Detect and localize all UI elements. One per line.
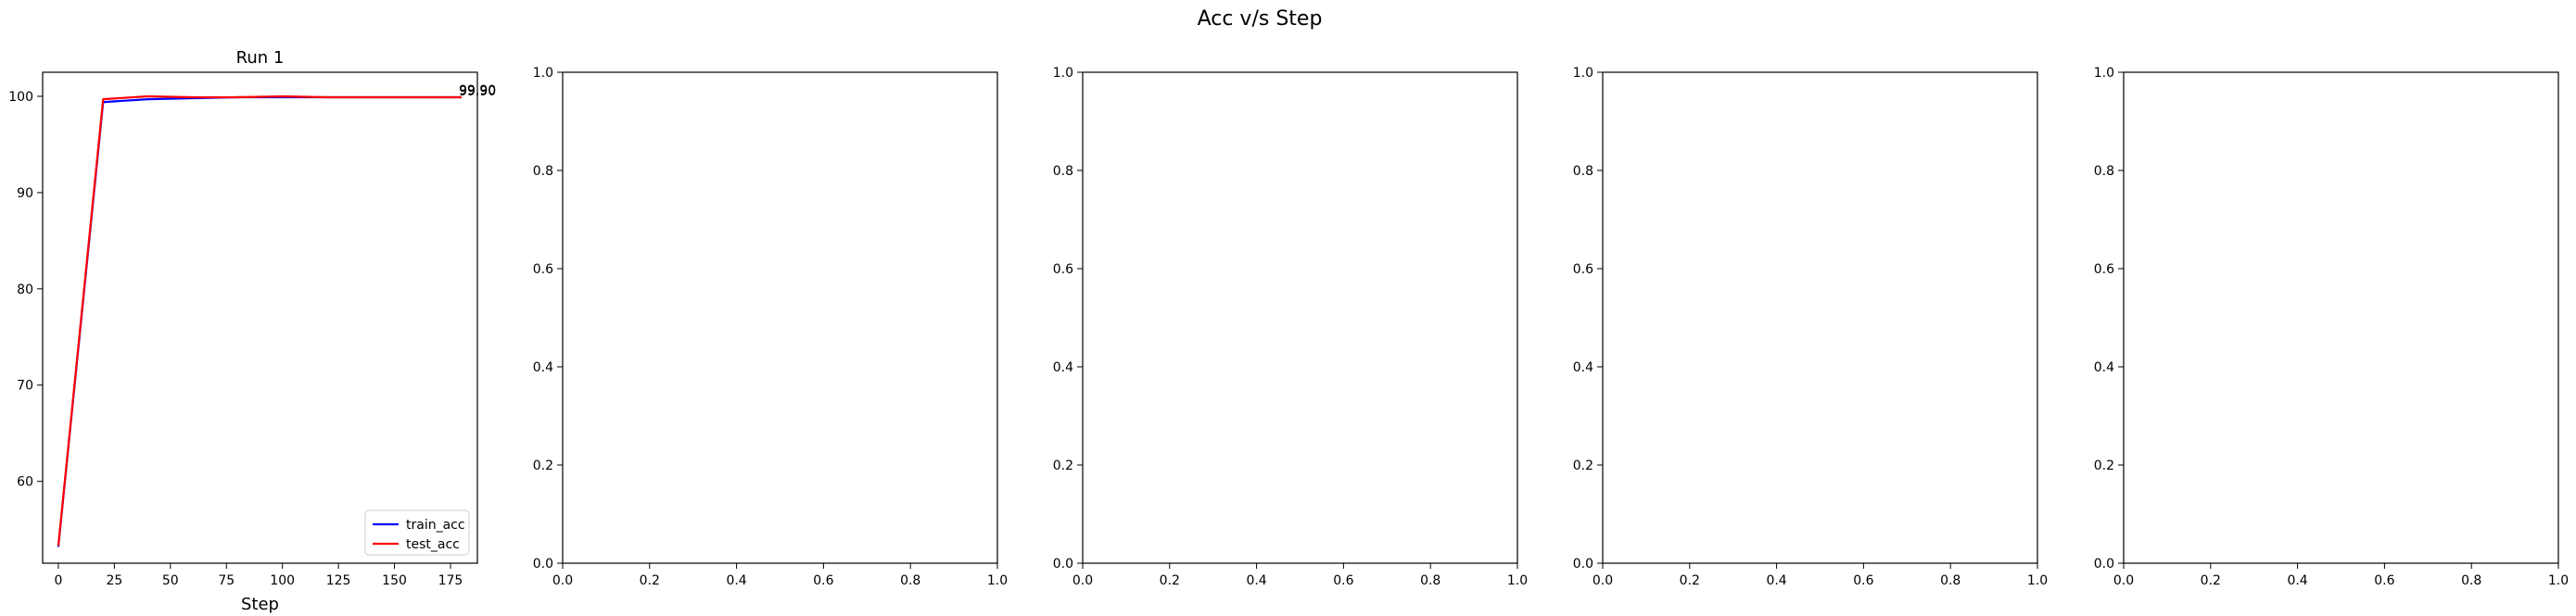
x-tick-label: 75: [218, 573, 235, 588]
y-tick-label: 0.0: [1573, 557, 1593, 572]
x-tick-label: 0.6: [1333, 573, 1353, 588]
y-tick-label: 1.0: [2094, 66, 2114, 81]
x-axis-label: Step: [241, 595, 279, 614]
y-tick-label: 100: [8, 90, 33, 105]
y-tick-label: 0.4: [533, 360, 553, 375]
x-tick-label: 0.6: [1853, 573, 1873, 588]
y-tick-label: 0.2: [1053, 459, 1073, 473]
y-tick-label: 0.0: [533, 557, 553, 572]
x-tick-label: 0.8: [1940, 573, 1961, 588]
x-tick-label: 1.0: [2548, 573, 2569, 588]
y-tick-label: 0.6: [533, 262, 553, 277]
x-tick-label: 0: [54, 573, 62, 588]
y-tick-label: 70: [17, 379, 33, 394]
legend: train_acc test_acc: [364, 509, 470, 556]
y-tick-label: 0.6: [1053, 262, 1073, 277]
axes-frame: [1602, 71, 2038, 564]
legend-entry: train_acc: [406, 518, 465, 533]
y-tick-label: 0.2: [2094, 459, 2114, 473]
x-tick-label: 0.8: [2461, 573, 2481, 588]
x-tick-label: 0.4: [1246, 573, 1266, 588]
x-tick-label: 0.0: [552, 573, 573, 588]
subplot-3: 0.0 0.2 0.4 0.6 0.8 1.0 0.0 0.2 0.4 0.6 0.8 1.0: [1053, 66, 1528, 588]
x-tick-label: 0.0: [1072, 573, 1093, 588]
subplot-title: Run 1: [236, 48, 285, 68]
subplot-1: Run 10 25 50 75 100 125 150 17560708090100Step9…: [8, 48, 496, 614]
subplot-2: 0.0 0.2 0.4 0.6 0.8 1.0 0.0 0.2 0.4 0.6 0.8 1.0: [533, 66, 1008, 588]
axes-frame: [2123, 71, 2559, 564]
x-tick-label: 1.0: [1507, 573, 1528, 588]
y-tick-label: 0.8: [533, 164, 553, 179]
axes-frame: [42, 71, 478, 564]
x-tick-label: 25: [106, 573, 122, 588]
x-tick-label: 0.4: [1766, 573, 1786, 588]
x-tick-label: 150: [382, 573, 407, 588]
subplot-4: 0.0 0.2 0.4 0.6 0.8 1.0 0.0 0.2 0.4 0.6 0.8 1.0: [1573, 66, 2048, 588]
y-tick-label: 0.0: [2094, 557, 2114, 572]
subplot-panels: Run 10 25 50 75 100 125 150 17560708090100Step9…: [8, 48, 2569, 614]
subplot-5: 0.0 0.2 0.4 0.6 0.8 1.0 0.0 0.2 0.4 0.6 0.8 1.0: [2094, 66, 2569, 588]
x-tick-label: 1.0: [987, 573, 1008, 588]
y-tick-label: 0.8: [1573, 164, 1593, 179]
x-tick-label: 0.8: [1420, 573, 1440, 588]
axes-frame: [1082, 71, 1518, 564]
x-tick-label: 1.0: [2027, 573, 2048, 588]
y-tick-label: 1.0: [1053, 66, 1073, 81]
series-line-test_acc: [57, 94, 463, 547]
y-tick-label: 0.4: [1053, 360, 1073, 375]
x-tick-label: 0.8: [900, 573, 920, 588]
y-tick-label: 90: [17, 186, 33, 201]
y-tick-label: 0.4: [2094, 360, 2114, 375]
figure-suptitle: Acc v/s Step: [1198, 7, 1323, 31]
x-tick-label: 0.2: [1160, 573, 1180, 588]
x-tick-label: 0.2: [640, 573, 660, 588]
y-tick-label: 80: [17, 283, 33, 297]
y-tick-label: 0.2: [1573, 459, 1593, 473]
y-tick-label: 60: [17, 475, 33, 490]
y-tick-label: 0.6: [1573, 262, 1593, 277]
legend-entry: test_acc: [406, 537, 460, 552]
x-tick-label: 50: [162, 573, 179, 588]
y-tick-label: 0.6: [2094, 262, 2114, 277]
x-tick-label: 0.0: [1593, 573, 1613, 588]
y-tick-label: 0.2: [533, 459, 553, 473]
x-tick-label: 0.2: [2201, 573, 2221, 588]
y-tick-label: 0.8: [2094, 164, 2114, 179]
x-tick-label: 125: [326, 573, 351, 588]
y-tick-label: 1.0: [533, 66, 553, 81]
x-tick-label: 100: [270, 573, 295, 588]
x-tick-label: 0.0: [2113, 573, 2134, 588]
x-tick-label: 0.2: [1680, 573, 1700, 588]
axes-frame: [562, 71, 998, 564]
y-tick-label: 0.4: [1573, 360, 1593, 375]
x-tick-label: 175: [438, 573, 463, 588]
y-tick-label: 0.0: [1053, 557, 1073, 572]
x-tick-label: 0.6: [813, 573, 833, 588]
x-tick-label: 0.4: [2287, 573, 2307, 588]
x-tick-label: 0.4: [726, 573, 746, 588]
y-tick-label: 0.8: [1053, 164, 1073, 179]
y-tick-label: 1.0: [1573, 66, 1593, 81]
x-tick-label: 0.6: [2374, 573, 2394, 588]
